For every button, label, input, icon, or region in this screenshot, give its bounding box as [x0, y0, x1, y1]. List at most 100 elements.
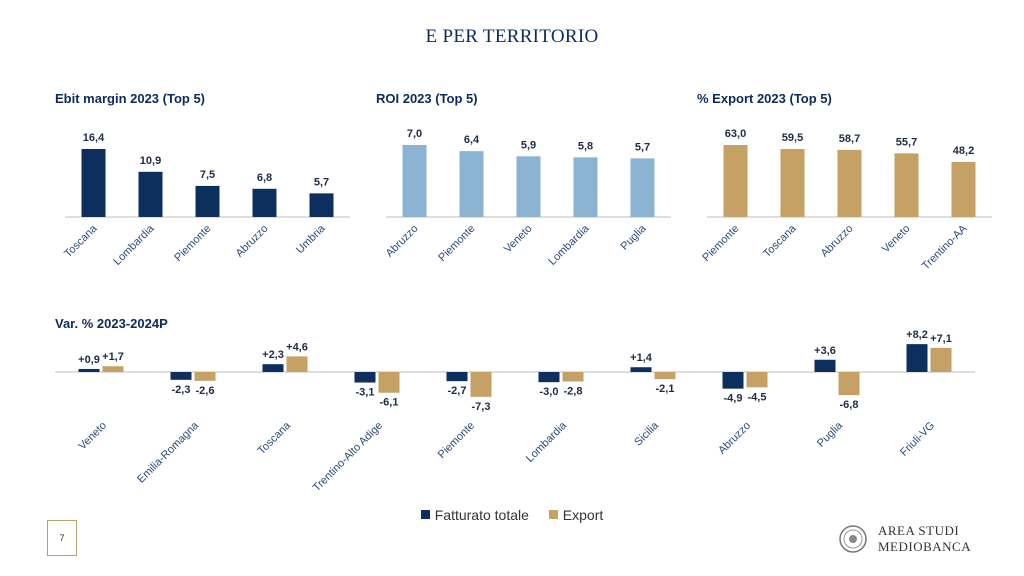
data-label: -2,8 [564, 386, 583, 398]
category-label: Lombardia [111, 222, 157, 268]
category-label: Piemonte [436, 223, 477, 264]
bar-piemonte [459, 151, 484, 217]
data-label: -6,8 [840, 399, 859, 411]
category-label: Veneto [502, 223, 535, 256]
data-label: 5,8 [578, 140, 593, 152]
bar-piemonte [723, 145, 748, 217]
data-label: -3,1 [356, 387, 375, 399]
fatturato-bar [262, 364, 284, 372]
export-bar [102, 366, 124, 372]
bar-lombardia [138, 171, 163, 217]
export-bar [746, 372, 768, 388]
data-label: -4,5 [748, 391, 767, 403]
data-label: 6,8 [257, 172, 272, 184]
data-label: +1,4 [630, 352, 653, 364]
data-label: +8,2 [906, 330, 928, 341]
category-label: Abruzzo [716, 420, 753, 457]
data-label: 48,2 [953, 145, 974, 157]
bar-abruzzo [402, 145, 427, 217]
data-label: -3,0 [540, 386, 559, 398]
category-label: Piemonte [436, 420, 477, 461]
legend-swatch-export [548, 510, 558, 519]
fatturato-bar [722, 372, 744, 389]
fatturato-bar [354, 372, 376, 383]
fatturato-bar [78, 368, 100, 372]
data-label: 5,7 [314, 176, 329, 188]
logo-line1: AREA STUDI [878, 523, 960, 538]
mediobanca-logo: AREA STUDI MEDIOBANCA [838, 521, 978, 557]
bar-piemonte [195, 185, 220, 217]
category-label: Abruzzo [234, 223, 271, 260]
data-label: +2,3 [262, 349, 284, 361]
category-label: Emilia-Romagna [135, 419, 202, 486]
page-number: 7 [47, 520, 77, 556]
category-label: Sicilia [632, 419, 661, 448]
variation-chart: +0,9 +1,7 Veneto -2,3 -2,6 Emilia-Romagna +2,3… [55, 330, 975, 494]
legend-label-fatturato: Fatturato totale [434, 507, 529, 523]
data-label: 7,5 [200, 169, 215, 181]
data-label: 10,9 [140, 155, 161, 167]
category-label: Veneto [76, 420, 109, 453]
chart-title-variation: Var. % 2023-2024P [55, 316, 168, 331]
legend-label-export: Export [562, 507, 604, 523]
bar-toscana [780, 149, 805, 217]
page-title: E PER TERRITORIO [425, 26, 599, 47]
category-label: Abruzzo [819, 223, 856, 260]
category-label: Piemonte [700, 223, 741, 264]
data-label: -2,3 [172, 384, 191, 396]
legend-item-export: Export [548, 507, 604, 523]
category-label: Trentino-Alto Adige [311, 420, 385, 494]
data-label: 6,4 [464, 134, 480, 146]
bar-puglia [630, 158, 655, 217]
data-label: +1,7 [102, 351, 124, 363]
ebit-margin-chart: 16,4 Toscana 10,9 Lombardia 7,5 Piemonte 6,8 Ab… [62, 132, 350, 268]
data-label: 16,4 [83, 132, 105, 144]
category-label: Toscana [62, 222, 100, 260]
category-label: Piemonte [172, 223, 213, 264]
category-label: Friuli-VG [898, 420, 937, 459]
data-label: +3,6 [814, 345, 836, 357]
bar-abruzzo [837, 149, 862, 217]
bar-umbria [309, 193, 334, 217]
legend: Fatturato totale Export [0, 507, 1024, 523]
export-bar [930, 347, 952, 372]
export-share-chart: 63,0 Piemonte 59,5 Toscana 58,7 Abruzzo 55,7 Ve… [700, 128, 992, 272]
data-label: +7,1 [930, 333, 952, 345]
chart-title-export: % Export 2023 (Top 5) [697, 91, 832, 106]
bar-trentino-aa [951, 161, 976, 217]
data-label: -7,3 [472, 401, 491, 413]
fatturato-bar [906, 344, 928, 372]
category-label: Lombardia [524, 419, 570, 465]
category-label: Trentino-AA [920, 222, 970, 272]
data-label: -6,1 [380, 397, 399, 409]
data-label: 55,7 [896, 136, 917, 148]
data-label: +4,6 [286, 341, 308, 353]
data-label: 7,0 [407, 128, 422, 140]
fatturato-bar [814, 359, 836, 372]
data-label: 5,7 [635, 141, 650, 153]
category-label: Toscana [761, 222, 799, 260]
bar-veneto [894, 153, 919, 217]
fatturato-bar [538, 372, 560, 383]
export-bar [470, 372, 492, 397]
data-label: -2,6 [196, 385, 215, 397]
bar-lombardia [573, 157, 598, 217]
fatturato-bar [630, 367, 652, 372]
data-label: -2,1 [656, 383, 675, 395]
data-label: 63,0 [725, 128, 746, 140]
data-label: 5,9 [521, 139, 536, 151]
export-bar [286, 356, 308, 372]
chart-title-roi: ROI 2023 (Top 5) [376, 91, 478, 106]
fatturato-bar [446, 372, 468, 382]
export-bar [654, 372, 676, 380]
category-label: Toscana [256, 419, 294, 457]
export-bar [194, 372, 216, 381]
category-label: Veneto [880, 223, 913, 256]
bar-veneto [516, 156, 541, 217]
bar-abruzzo [252, 188, 277, 217]
data-label: 58,7 [839, 133, 860, 145]
roi-chart: 7,0 Abruzzo 6,4 Piemonte 5,9 Veneto 5,8 Lombard… [384, 128, 671, 268]
category-label: Lombardia [546, 222, 592, 268]
category-label: Puglia [619, 222, 650, 253]
category-label: Puglia [815, 419, 846, 450]
